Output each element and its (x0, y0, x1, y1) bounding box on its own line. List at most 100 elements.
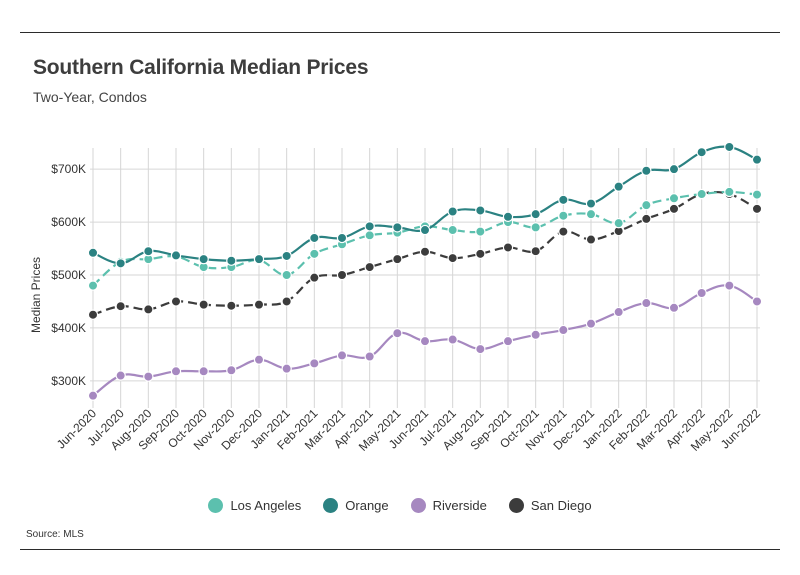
chart-title: Southern California Median Prices (33, 56, 369, 79)
data-point-orange (724, 141, 735, 153)
data-point-riverside (253, 354, 265, 365)
data-point-san-diego (143, 304, 154, 315)
data-point-orange (253, 253, 265, 265)
data-point-san-diego (585, 234, 597, 245)
data-point-riverside (392, 328, 403, 339)
y-tick-label: $700K (51, 162, 86, 176)
data-point-san-diego (309, 272, 320, 283)
data-point-orange (585, 198, 597, 209)
data-point-riverside (696, 287, 707, 299)
chart-subtitle: Two-Year, Condos (33, 89, 147, 105)
data-point-los-angeles (668, 193, 680, 204)
data-point-riverside (336, 350, 348, 361)
data-point-los-angeles (364, 230, 375, 241)
legend-item-orange: Orange (323, 498, 389, 513)
data-point-san-diego (336, 269, 348, 281)
data-point-riverside (613, 306, 624, 318)
data-point-los-angeles (281, 269, 292, 281)
legend-swatch (410, 498, 426, 513)
data-point-riverside (198, 366, 209, 377)
data-point-san-diego (502, 242, 514, 253)
legend-item-san-diego: San Diego (508, 498, 592, 513)
data-point-orange (115, 258, 126, 269)
y-axis-label: Median Prices (29, 257, 43, 333)
data-point-san-diego (419, 246, 431, 257)
legend-swatch (508, 498, 524, 513)
data-point-san-diego (281, 296, 292, 307)
data-point-orange (392, 222, 403, 233)
data-point-orange (751, 154, 763, 165)
y-tick-label: $600K (51, 215, 86, 229)
data-point-riverside (226, 365, 237, 376)
data-point-san-diego (751, 203, 763, 215)
legend-label: Orange (345, 498, 389, 513)
data-point-los-angeles (751, 189, 763, 200)
legend-label: San Diego (530, 498, 592, 513)
data-point-riverside (87, 390, 99, 401)
data-point-riverside (281, 363, 292, 374)
data-point-orange (198, 253, 209, 265)
data-point-riverside (558, 324, 569, 336)
data-point-san-diego (198, 299, 209, 310)
data-point-orange (419, 224, 431, 236)
legend-swatch (208, 498, 224, 513)
data-point-san-diego (170, 296, 182, 307)
top-rule (20, 32, 780, 33)
data-point-san-diego (392, 253, 403, 265)
data-point-riverside (447, 334, 458, 345)
data-point-san-diego (115, 301, 126, 312)
data-point-riverside (502, 335, 514, 347)
y-tick-label: $300K (51, 374, 86, 388)
data-point-los-angeles (475, 226, 486, 237)
data-point-orange (170, 250, 182, 261)
data-point-los-angeles (558, 210, 569, 221)
data-point-riverside (115, 370, 126, 381)
data-point-san-diego (475, 248, 486, 260)
data-point-riverside (475, 343, 486, 355)
data-point-riverside (641, 297, 652, 309)
data-point-san-diego (226, 300, 237, 311)
chart-legend: Los Angeles Orange Riverside San Diego (0, 498, 800, 513)
legend-label: Riverside (432, 498, 487, 513)
data-point-orange (309, 232, 320, 244)
data-point-san-diego (87, 309, 99, 320)
data-point-riverside (530, 329, 541, 340)
y-tick-label: $500K (51, 268, 86, 282)
data-point-riverside (668, 302, 680, 314)
data-point-riverside (419, 335, 431, 347)
data-point-orange (641, 165, 652, 176)
y-tick-label: $400K (51, 321, 86, 335)
data-point-orange (336, 232, 348, 244)
data-point-orange (613, 181, 624, 192)
data-point-riverside (143, 371, 154, 382)
bottom-rule (20, 549, 780, 550)
data-point-orange (87, 247, 99, 258)
data-point-orange (502, 211, 514, 222)
data-point-los-angeles (641, 199, 652, 211)
data-point-orange (226, 255, 237, 266)
data-point-los-angeles (447, 224, 458, 236)
data-point-orange (668, 163, 680, 175)
data-point-san-diego (530, 245, 541, 257)
data-point-riverside (585, 318, 597, 329)
source-note: Source: MLS (26, 529, 84, 540)
data-point-los-angeles (696, 188, 707, 200)
data-point-orange (475, 205, 486, 216)
data-point-los-angeles (309, 248, 320, 260)
data-point-san-diego (447, 252, 458, 264)
data-point-riverside (309, 358, 320, 369)
data-point-san-diego (641, 213, 652, 225)
data-point-riverside (364, 351, 375, 362)
data-point-riverside (170, 366, 182, 377)
data-point-riverside (724, 280, 735, 291)
data-point-san-diego (558, 226, 569, 237)
data-point-riverside (751, 296, 763, 307)
data-point-orange (447, 206, 458, 217)
data-point-los-angeles (724, 186, 735, 198)
data-point-san-diego (253, 299, 265, 310)
data-point-orange (558, 194, 569, 206)
data-point-los-angeles (87, 280, 99, 291)
data-point-los-angeles (585, 208, 597, 220)
data-point-los-angeles (530, 222, 541, 233)
